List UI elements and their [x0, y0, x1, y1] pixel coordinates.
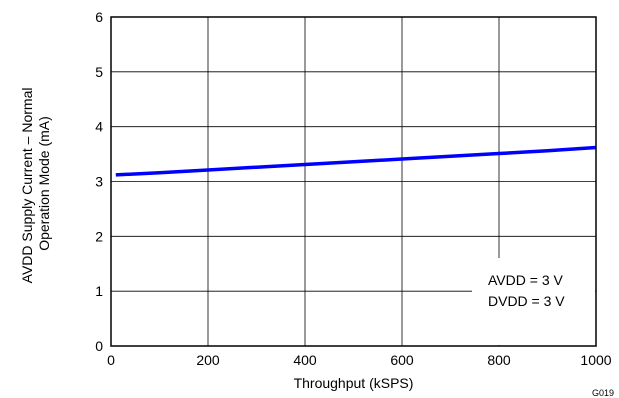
grid-lines: [111, 17, 596, 346]
annotation-avdd: AVDD = 3 V: [488, 272, 563, 288]
y-axis-title-line-2: Operation Mode (mA): [36, 116, 52, 251]
x-tick-label-800: 800: [487, 352, 511, 368]
y-tick-label-3: 3: [95, 174, 103, 190]
y-tick-label-1: 1: [95, 283, 103, 299]
x-tick-label-600: 600: [390, 352, 414, 368]
x-tick-label-1000: 1000: [580, 352, 611, 368]
y-axis-title: AVDD Supply Current – Normal Operation M…: [19, 84, 52, 284]
x-tick-label-400: 400: [293, 352, 317, 368]
x-tick-label-0: 0: [107, 352, 115, 368]
y-tick-label-5: 5: [95, 64, 103, 80]
x-tick-label-200: 200: [196, 352, 220, 368]
y-axis-title-line-1: AVDD Supply Current – Normal: [19, 88, 35, 284]
series-line-0: [115, 145, 597, 177]
annotation-background: [472, 258, 595, 345]
figure-code: G019: [592, 388, 614, 398]
y-tick-label-0: 0: [95, 338, 103, 354]
y-tick-label-6: 6: [95, 9, 103, 25]
x-axis-title: Throughput (kSPS): [294, 375, 414, 391]
series-layer: [115, 145, 597, 177]
tick-labels: 0 200 400 600 800 1000 0 1 2 3 4 5 6: [95, 9, 612, 368]
plot-frame: [110, 16, 597, 347]
annotation-dvdd: DVDD = 3 V: [488, 293, 565, 309]
y-tick-label-4: 4: [95, 119, 103, 135]
y-tick-label-2: 2: [95, 228, 103, 244]
